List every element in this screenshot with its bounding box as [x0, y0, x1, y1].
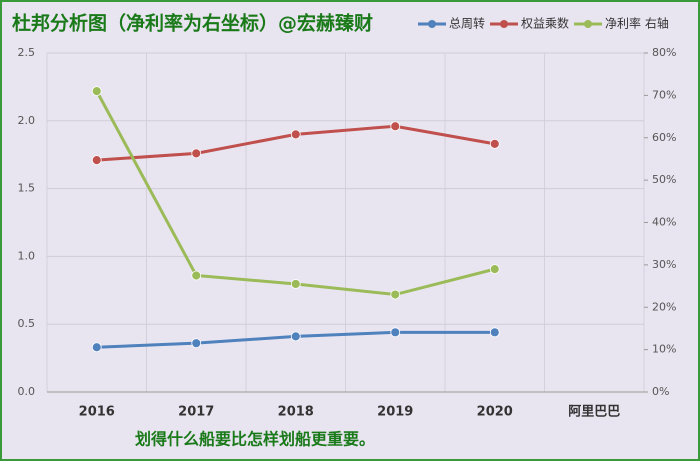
x-tick-label: 2020	[477, 405, 513, 420]
y2-tick-label: 20%	[652, 300, 676, 313]
annotation: 划得什么船要比怎样划船更重要。	[135, 430, 375, 449]
y2-tick-label: 0%	[652, 385, 669, 398]
y-tick-label: 0.5	[18, 317, 36, 330]
data-point	[290, 129, 301, 140]
legend-swatch	[428, 20, 436, 28]
data-point	[191, 270, 202, 281]
data-point	[390, 121, 401, 132]
y2-tick-label: 60%	[652, 131, 676, 144]
y2-tick-label: 80%	[652, 46, 676, 59]
y2-tick-label: 70%	[652, 88, 676, 101]
data-point	[191, 148, 202, 159]
y-tick-label: 1.0	[18, 249, 36, 262]
data-point	[390, 327, 401, 338]
y-tick-label: 2.5	[18, 46, 36, 59]
data-point	[290, 279, 301, 289]
data-point	[91, 86, 102, 97]
y-tick-label: 1.5	[18, 182, 36, 195]
legend-label: 净利率 右轴	[605, 16, 669, 31]
data-point	[390, 289, 401, 300]
x-tick-label: 2017	[178, 405, 214, 420]
data-point	[489, 138, 500, 149]
data-point	[489, 264, 500, 275]
data-point	[91, 155, 102, 166]
legend: 总周转 权益乘数 净利率 右轴	[418, 16, 669, 31]
legend-label: 总周转	[449, 16, 485, 31]
data-point	[191, 338, 202, 349]
y2-tick-label: 40%	[652, 216, 676, 229]
x-tick-label: 2019	[377, 405, 413, 420]
chart-title: 杜邦分析图（净利率为右坐标）@宏赫臻财	[12, 12, 373, 35]
legend-swatch	[500, 20, 508, 28]
y2-tick-label: 50%	[652, 173, 676, 186]
y2-tick-label: 10%	[652, 343, 676, 356]
x-tick-label: 阿里巴巴	[568, 405, 620, 420]
data-point	[290, 331, 301, 342]
legend-label: 权益乘数	[521, 16, 569, 31]
data-point	[489, 327, 500, 338]
x-tick-label: 2016	[79, 405, 115, 420]
legend-swatch	[584, 20, 592, 28]
y-tick-label: 2.0	[18, 114, 36, 127]
x-tick-label: 2018	[278, 405, 314, 420]
data-point	[91, 342, 102, 353]
y-tick-label: 0.0	[18, 385, 36, 398]
y2-tick-label: 30%	[652, 258, 676, 271]
